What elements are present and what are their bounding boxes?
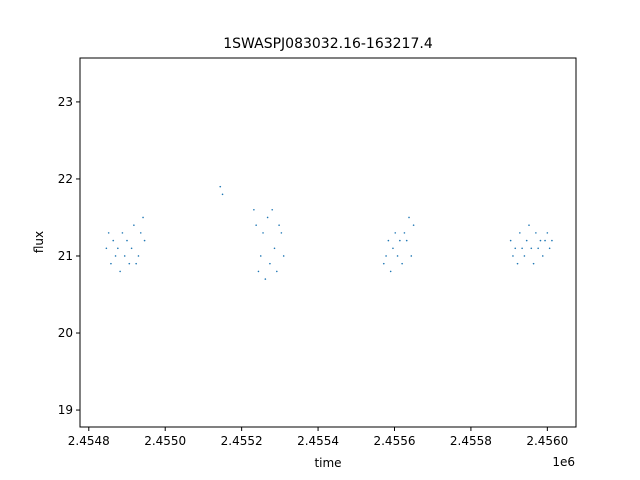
data-point (382, 262, 385, 265)
scatter-points (105, 185, 553, 280)
data-point (114, 255, 117, 257)
chart-title: 1SWASPJ083032.16-163217.4 (223, 36, 433, 52)
data-point (112, 239, 115, 242)
data-point (537, 247, 539, 250)
data-point (276, 270, 278, 273)
data-point (135, 262, 137, 265)
data-point (107, 232, 110, 234)
x-axis-offset-label: 1e6 (552, 455, 575, 469)
data-point (396, 255, 399, 257)
data-point (219, 185, 222, 188)
data-point (143, 239, 146, 242)
data-point (541, 255, 544, 257)
data-point (137, 255, 140, 257)
x-tick-label: 2.4550 (144, 434, 186, 448)
x-tick-label: 2.4552 (221, 434, 263, 448)
x-tick-label: 2.4548 (68, 434, 110, 448)
data-point (269, 262, 271, 265)
plot-frame (79, 57, 577, 428)
x-tick-label: 2.4558 (450, 434, 492, 448)
data-point (521, 247, 523, 250)
data-point (535, 232, 537, 234)
data-point (253, 208, 255, 211)
y-tick-label: 19 (58, 403, 73, 417)
data-point (271, 208, 274, 211)
data-point (551, 239, 553, 242)
data-point (123, 255, 126, 257)
data-point (408, 216, 410, 219)
data-point (266, 216, 269, 219)
data-point (514, 247, 517, 250)
data-point (221, 193, 224, 196)
data-point (525, 239, 528, 242)
y-axis-label: flux (32, 231, 46, 253)
x-tick-label: 2.4554 (297, 434, 339, 448)
y-tick-label: 23 (58, 95, 73, 109)
data-point (142, 216, 144, 219)
data-point (130, 247, 133, 250)
data-point (389, 270, 392, 273)
data-point (548, 247, 551, 250)
data-point (412, 224, 415, 226)
data-point (255, 224, 257, 226)
x-axis-ticks: 2.4548 2.4550 2.4552 2.4554 2.4556 2.4558 2.45… (68, 427, 568, 448)
data-point (509, 239, 512, 242)
data-point (117, 247, 119, 250)
data-point (278, 224, 280, 226)
data-point (257, 270, 260, 273)
data-point (121, 232, 124, 234)
y-tick-label: 20 (58, 326, 73, 340)
data-point (394, 232, 397, 234)
data-point (544, 239, 546, 242)
data-point (519, 232, 521, 234)
data-point (546, 232, 549, 234)
data-point (133, 224, 135, 226)
x-tick-label: 2.4556 (373, 434, 415, 448)
data-point (399, 239, 401, 242)
data-point (282, 255, 285, 257)
data-point (385, 255, 387, 257)
data-point (387, 239, 390, 242)
data-point (530, 247, 533, 250)
y-tick-label: 22 (58, 172, 73, 186)
data-point (401, 262, 403, 265)
data-point (405, 239, 408, 242)
x-axis-label: time (314, 456, 341, 470)
data-point (539, 239, 542, 242)
data-point (139, 232, 142, 234)
data-point (264, 278, 267, 280)
data-point (403, 232, 406, 234)
y-axis-ticks: 19 20 21 22 23 (58, 95, 80, 417)
data-point (392, 247, 394, 250)
data-point (262, 232, 264, 234)
data-point (512, 255, 514, 257)
data-point (128, 262, 131, 265)
data-point (528, 224, 530, 226)
data-point (280, 232, 283, 234)
data-point (516, 262, 519, 265)
x-tick-label: 2.4560 (526, 434, 568, 448)
data-point (110, 262, 112, 265)
y-tick-label: 21 (58, 249, 73, 263)
data-point (532, 262, 535, 265)
data-point (259, 255, 262, 257)
data-point (126, 239, 128, 242)
data-point (105, 247, 108, 250)
data-point (523, 255, 526, 257)
data-point (273, 247, 276, 250)
data-point (410, 255, 413, 257)
data-point (119, 270, 121, 273)
